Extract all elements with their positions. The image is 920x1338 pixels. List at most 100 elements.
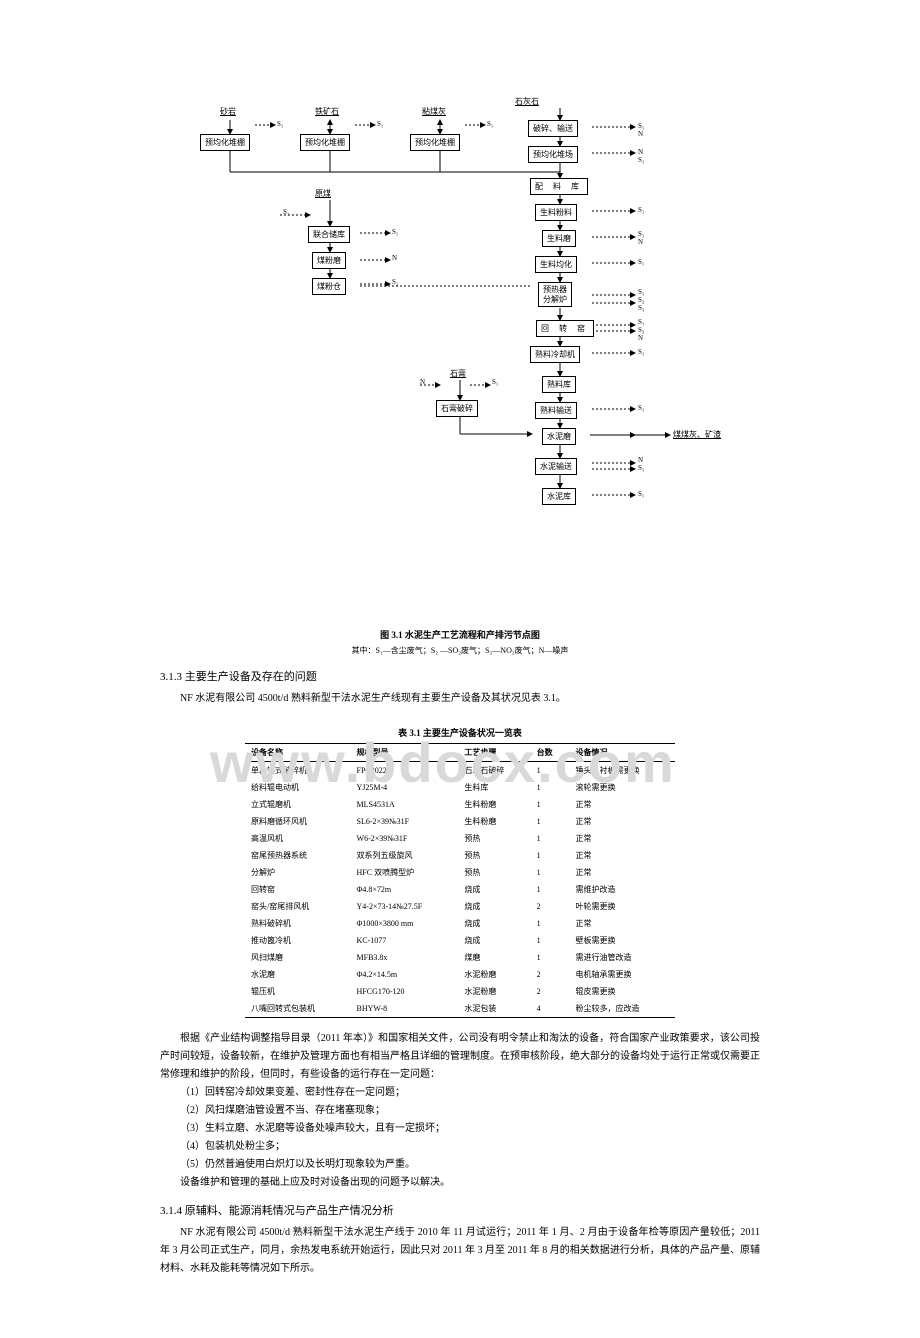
s1-7: S₁	[638, 318, 644, 326]
table-row: 回转窑Φ4.8×72m烧成1需维护改造	[245, 881, 675, 898]
table-cell: YJ25M-4	[351, 779, 459, 796]
table-cell: SL6-2×39№31F	[351, 813, 459, 830]
s-coal2: S₁	[392, 278, 398, 286]
table-cell: 烧成	[458, 915, 530, 932]
s-top3: S₁	[487, 120, 493, 128]
table-cell: HFCG170-120	[351, 983, 459, 1000]
issue-item: （5）仍然普遍使用白炽灯以及长明灯现象较为严重。	[160, 1156, 760, 1174]
s1-10: S₁	[638, 464, 644, 472]
s1-8: S₁	[638, 348, 644, 356]
table-cell: 预热	[458, 847, 530, 864]
node-rawgrind: 生料磨	[542, 230, 576, 247]
table-cell: 辊皮需更换	[569, 983, 675, 1000]
table-cell: 正常	[569, 830, 675, 847]
table-cell: Φ4.2×14.5m	[351, 966, 459, 983]
table-row: 推动篦冷机KC-1077烧成1壁板需更换	[245, 932, 675, 949]
table-cell: 烧成	[458, 932, 530, 949]
table-row: 窑头/窑尾排风机Y4-2×73-14№27.5F烧成2叶轮需更换	[245, 898, 675, 915]
issue-item: （1）回转窑冷却效果变差、密封性存在一定问题；	[160, 1084, 760, 1102]
table-cell: Φ1000×3800 mm	[351, 915, 459, 932]
table-row: 水泥磨Φ4.2×14.5m水泥粉磨2电机轴承需更换	[245, 966, 675, 983]
table-cell: 推动篦冷机	[245, 932, 351, 949]
table-cell: 正常	[569, 915, 675, 932]
table-cell: 2	[531, 966, 570, 983]
table-cell: 分解炉	[245, 864, 351, 881]
equipment-table: 设备名称 规格型号 工艺步骤 台数 设备情况 单段锤式破碎机FPC2022石灰石…	[245, 743, 675, 1018]
table-cell: 水泥包装	[458, 1000, 530, 1018]
table-cell: 正常	[569, 847, 675, 864]
issue-item: （4）包装机处粉尘多；	[160, 1138, 760, 1156]
s1-11: S₁	[638, 490, 644, 498]
n-gyp: N	[420, 378, 425, 386]
col-name: 设备名称	[245, 744, 351, 762]
table-cell: HFC 双喷腾型炉	[351, 864, 459, 881]
table-cell: 正常	[569, 864, 675, 881]
s2-1: S₂	[638, 296, 644, 304]
table-row: 高温风机W6-2×39№31F预热1正常	[245, 830, 675, 847]
s-top1: S₁	[277, 120, 283, 128]
table-cell: 单段锤式破碎机	[245, 762, 351, 780]
table-row: 风扫煤磨MFB3.8x煤磨1需进行油管改造	[245, 949, 675, 966]
table-cell: 煤磨	[458, 949, 530, 966]
table-cell: 给料辊电动机	[245, 779, 351, 796]
node-preheater: 预热器分解炉	[538, 282, 572, 307]
node-cement-mill: 水泥磨	[542, 428, 576, 445]
col-step: 工艺步骤	[458, 744, 530, 762]
n-4: N	[638, 334, 643, 342]
s1-1: S₁	[638, 122, 644, 130]
node-homog-yard: 预均化堆场	[528, 146, 578, 163]
node-homog3: 预均化堆棚	[410, 134, 460, 151]
table-cell: 1	[531, 847, 570, 864]
table-row: 八嘴回转式包装机BHYW-8水泥包装4粉尘较多，应改造	[245, 1000, 675, 1018]
table-cell: 预热	[458, 864, 530, 881]
table-cell: W6-2×39№31F	[351, 830, 459, 847]
table-cell: 滚轮需更换	[569, 779, 675, 796]
node-cement-convey: 水泥输送	[535, 458, 577, 475]
issue-item: （3）生料立磨、水泥磨等设备处噪声较大，且有一定损坏；	[160, 1120, 760, 1138]
table-cell: 水泥粉磨	[458, 983, 530, 1000]
table-cell: 窑尾预热器系统	[245, 847, 351, 864]
process-flowchart: 石灰石 砂岩 铁矿石 粘煤灰 破碎、输送 预均化堆棚 预均化堆棚 预均化堆棚 预…	[160, 100, 760, 620]
table-row: 窑尾预热器系统双系列五级旋风预热1正常	[245, 847, 675, 864]
para-after-table: 根据《产业结构调整指导目录（2011 年本）》和国家相关文件，公司没有明令禁止和…	[160, 1030, 760, 1084]
table-cell: 高温风机	[245, 830, 351, 847]
node-gypsum-crush: 石膏破碎	[436, 400, 478, 417]
node-clinker-store: 熟料库	[542, 376, 576, 393]
table-cell: 1	[531, 813, 570, 830]
node-cement-store: 水泥库	[542, 488, 576, 505]
table-header-row: 设备名称 规格型号 工艺步骤 台数 设备情况	[245, 744, 675, 762]
table-cell: 正常	[569, 813, 675, 830]
table-cell: 石灰石破碎	[458, 762, 530, 780]
s1-4: S₁	[638, 230, 644, 238]
s3-1: S₃	[638, 304, 644, 312]
col-model: 规格型号	[351, 744, 459, 762]
table-cell: 回转窑	[245, 881, 351, 898]
label-gypsum: 石膏	[450, 368, 466, 379]
table-cell: 2	[531, 898, 570, 915]
table-cell: 需维护改造	[569, 881, 675, 898]
table-row: 单段锤式破碎机FPC2022石灰石破碎1锤头、衬板需更换	[245, 762, 675, 780]
table-cell: 生料粉磨	[458, 796, 530, 813]
table-cell: 水泥粉磨	[458, 966, 530, 983]
section-314-title: 3.1.4 原辅料、能源消耗情况与产品生产情况分析	[160, 1202, 760, 1218]
table-cell: 生料粉磨	[458, 813, 530, 830]
s-gyp: S₁	[492, 378, 498, 386]
s-sidecoal: S₁	[283, 208, 289, 216]
s1-5: S₁	[638, 258, 644, 266]
table-row: 原料磨循环风机SL6-2×39№31F生料粉磨1正常	[245, 813, 675, 830]
table-cell: 正常	[569, 796, 675, 813]
table-cell: 生料库	[458, 779, 530, 796]
table-cell: 窑头/窑尾排风机	[245, 898, 351, 915]
node-crush: 破碎、输送	[528, 120, 578, 137]
table-cell: 1	[531, 915, 570, 932]
col-status: 设备情况	[569, 744, 675, 762]
s-top2: S₁	[377, 120, 383, 128]
node-cool: 熟料冷却机	[530, 346, 580, 363]
table-cell: 辊压机	[245, 983, 351, 1000]
label-rawcoal: 原煤	[315, 188, 331, 199]
table-cell: 1	[531, 932, 570, 949]
table-cell: 壁板需更换	[569, 932, 675, 949]
table-cell: 烧成	[458, 881, 530, 898]
table-cell: 电机轴承需更换	[569, 966, 675, 983]
table-cell: Φ4.8×72m	[351, 881, 459, 898]
